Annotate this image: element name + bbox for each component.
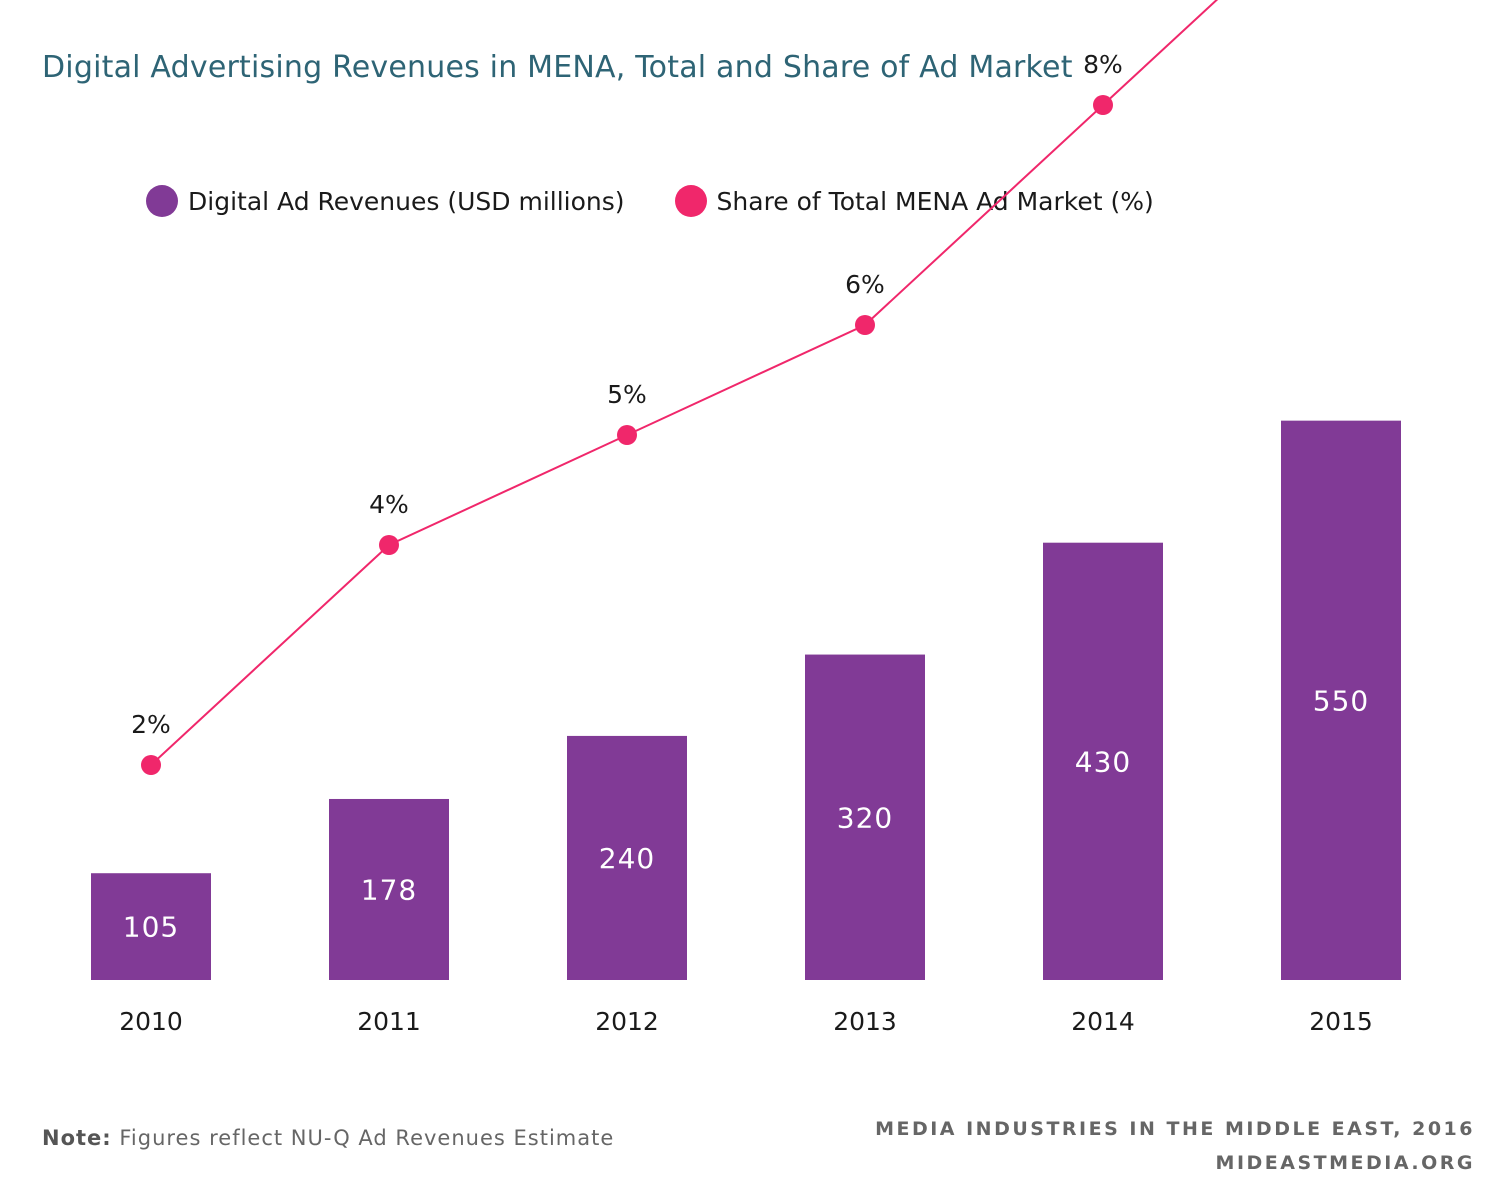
bar-2010	[91, 873, 211, 980]
legend-label-share: Share of Total MENA Ad Market (%)	[716, 186, 1154, 216]
source-credit: MEDIA INDUSTRIES IN THE MIDDLE EAST, 201…	[875, 1112, 1475, 1180]
credit-website: MIDEASTMEDIA.ORG	[1215, 1152, 1475, 1174]
bar-value-label-2011: 178	[361, 873, 417, 906]
chart-title: Digital Advertising Revenues in MENA, To…	[42, 50, 1073, 85]
bar-2011	[329, 798, 449, 980]
x-tick-label-2014: 2014	[1071, 1007, 1135, 1036]
share-value-label-2014: 8%	[1083, 50, 1123, 79]
footnote-text: Figures reflect NU-Q Ad Revenues Estimat…	[111, 1126, 615, 1150]
share-point-2011	[379, 535, 399, 555]
share-point-2012	[617, 425, 637, 445]
x-tick-label-2013: 2013	[833, 1007, 897, 1036]
share-point-2014	[1093, 95, 1113, 115]
bar-2015	[1281, 420, 1401, 980]
legend-label-revenues: Digital Ad Revenues (USD millions)	[188, 186, 625, 216]
bar-value-label-2014: 430	[1075, 745, 1131, 778]
footnote: Note: Figures reflect NU-Q Ad Revenues E…	[42, 1126, 614, 1150]
x-tick-label-2011: 2011	[357, 1007, 421, 1036]
footnote-label: Note:	[42, 1126, 112, 1150]
share-line	[150, 0, 1219, 766]
bar-2012	[567, 735, 687, 980]
chart-legend: Digital Ad Revenues (USD millions) Share…	[146, 185, 1204, 217]
bar-value-label-2013: 320	[837, 801, 893, 834]
legend-item-share: Share of Total MENA Ad Market (%)	[674, 185, 1154, 217]
legend-item-revenues: Digital Ad Revenues (USD millions)	[146, 185, 625, 217]
share-value-label-2010: 2%	[131, 710, 171, 739]
share-value-label-2012: 5%	[607, 380, 647, 409]
x-tick-label-2015: 2015	[1309, 1007, 1373, 1036]
credit-publication: MEDIA INDUSTRIES IN THE MIDDLE EAST, 201…	[875, 1118, 1475, 1140]
legend-swatch-revenues	[146, 185, 178, 217]
x-tick-label-2010: 2010	[119, 1007, 183, 1036]
share-value-label-2013: 6%	[845, 270, 885, 299]
bar-value-label-2012: 240	[599, 842, 655, 875]
share-point-2013	[855, 315, 875, 335]
bar-value-label-2010: 105	[123, 911, 179, 944]
bar-2013	[805, 654, 925, 980]
bar-value-label-2015: 550	[1313, 684, 1369, 717]
bar-2014	[1043, 542, 1163, 980]
x-tick-label-2012: 2012	[595, 1007, 659, 1036]
legend-swatch-share	[674, 185, 707, 217]
share-point-2010	[141, 755, 161, 775]
chart-plot-area: 105 178 240 320 430 550 2010 2011 2012 2013 2014 20…	[91, 0, 1401, 1036]
share-value-label-2011: 4%	[369, 490, 409, 519]
